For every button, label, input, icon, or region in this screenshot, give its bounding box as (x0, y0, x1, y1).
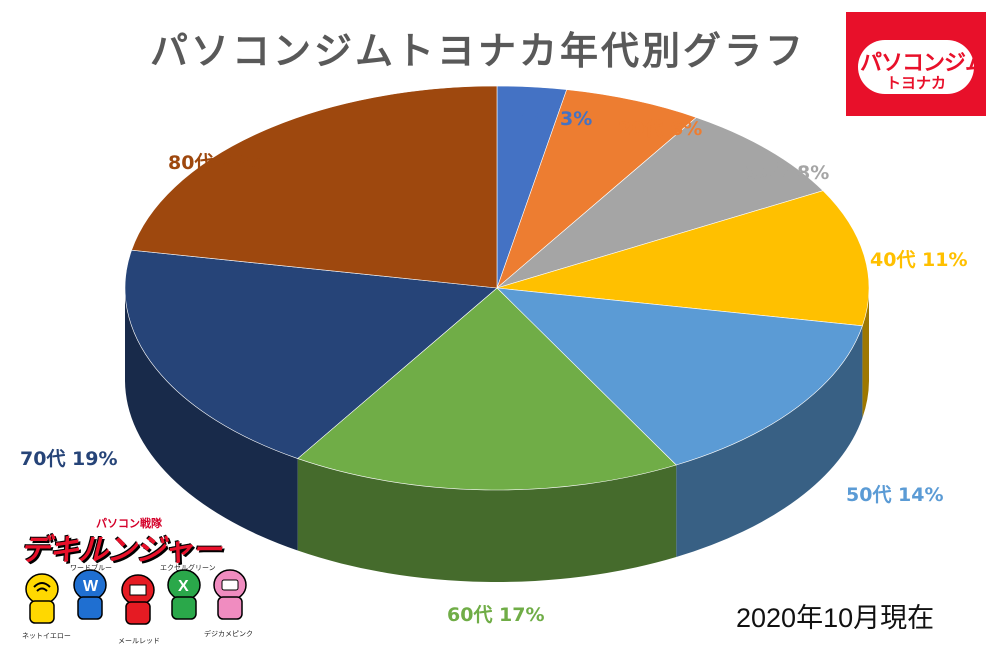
ranger-name-2: ワードブルー (70, 564, 112, 572)
slice-side-70代 (124, 288, 298, 551)
data-label-10代: 10代 3% (508, 108, 593, 130)
data-label-60代: 60代 17% (447, 604, 545, 626)
svg-text:W: W (83, 578, 99, 595)
slice-side-50代 (676, 325, 863, 558)
data-label-20代: 20代 6% (618, 118, 703, 140)
logo-line2: トヨナカ (885, 74, 946, 92)
data-label-80代: 80代 22% (168, 152, 266, 174)
slice-70代 (124, 249, 498, 459)
slice-side-60代 (297, 458, 677, 582)
ranger-green: X (167, 569, 201, 620)
slice-50代 (496, 287, 863, 466)
slice-80代 (131, 85, 498, 289)
rangers-figures: W X (25, 569, 247, 625)
data-label-70代: 70代 19% (20, 448, 118, 470)
ranger-yellow (25, 573, 59, 624)
slice-side-40代 (862, 288, 869, 418)
chart-title: パソコンジムトヨナカ年代別グラフ (150, 29, 807, 73)
svg-text:X: X (178, 578, 189, 595)
pie-slices (124, 85, 870, 491)
mascot-title: デキルンジャー (20, 533, 222, 568)
data-label-30代: 30代 8% (745, 162, 830, 184)
ranger-pink (213, 569, 247, 620)
logo-pill (858, 40, 974, 94)
data-label-50代: 50代 14% (846, 484, 944, 506)
pie-sides (124, 252, 869, 582)
brand-logo: パソコンジム トヨナカ (846, 12, 987, 116)
data-label-40代: 40代 11% (870, 249, 968, 271)
ranger-red (121, 574, 155, 625)
slice-20代 (496, 89, 697, 289)
slice-40代 (496, 190, 870, 327)
slice-60代 (297, 287, 677, 491)
ranger-blue: W (73, 569, 107, 620)
mascot-illustration: パソコン戦隊 デキルンジャー W X ネットイエロー ワードブルー (14, 515, 254, 650)
ranger-name-5: デジカメピンク (204, 630, 253, 638)
ranger-name-4: エクセルグリーン (160, 564, 216, 572)
logo-line1: パソコンジム (860, 51, 987, 76)
mascot-tag: パソコン戦隊 (96, 517, 162, 530)
ranger-name-1: ネットイエロー (22, 632, 71, 640)
ranger-name-3: メールレッド (118, 637, 160, 645)
slice-30代 (496, 117, 824, 289)
date-note: 2020年10月現在 (736, 603, 935, 633)
